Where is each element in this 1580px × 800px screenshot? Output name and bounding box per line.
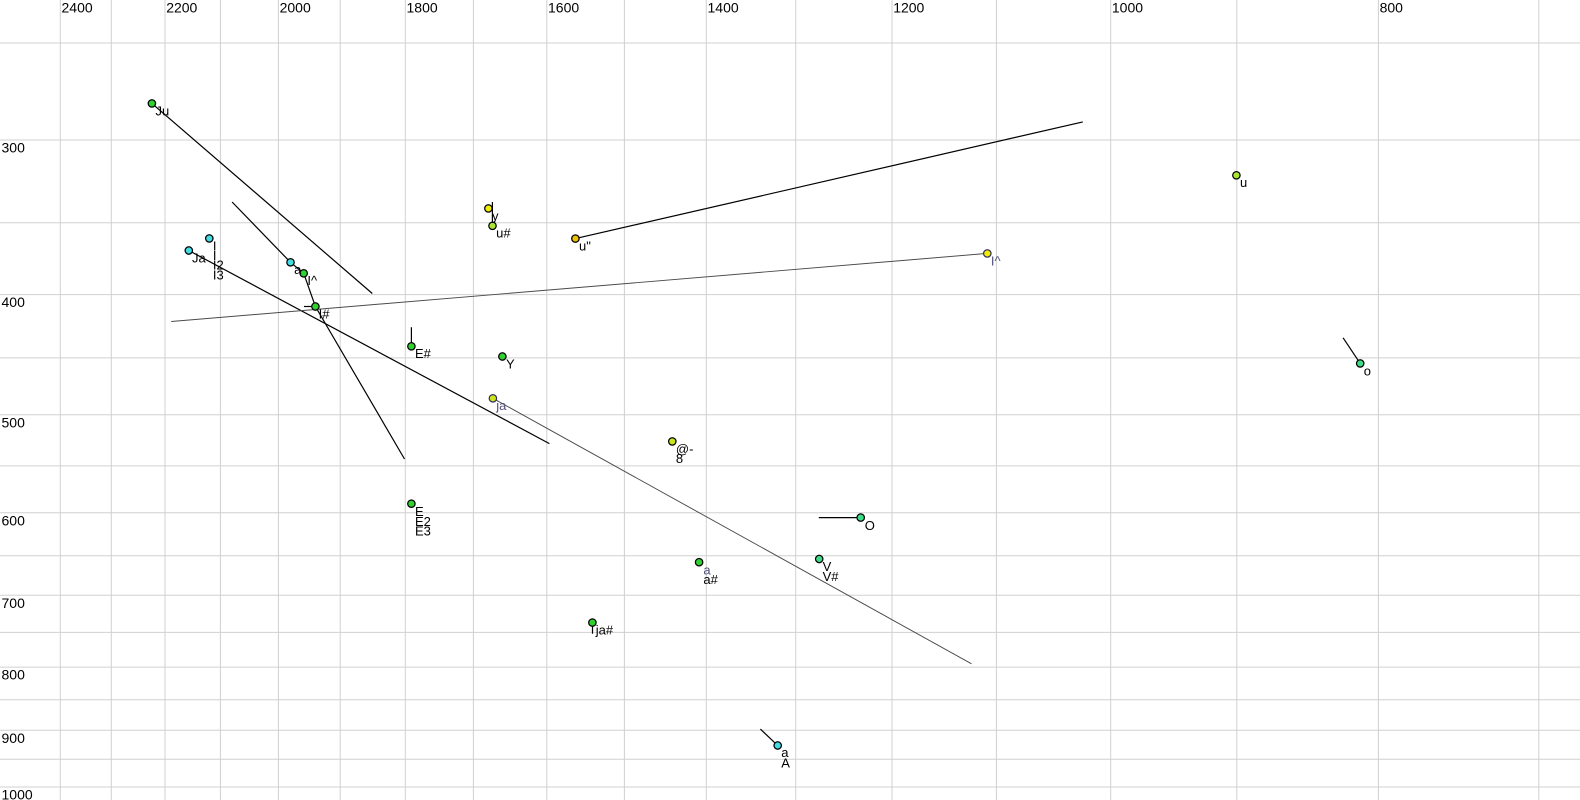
svg-text:a: a	[703, 562, 711, 577]
svg-text:I2: I2	[213, 258, 224, 273]
svg-text:1400: 1400	[708, 0, 739, 15]
svg-text:900: 900	[2, 730, 26, 746]
svg-text:1800: 1800	[407, 0, 438, 15]
svg-text:ja: ja	[495, 398, 507, 413]
svg-text:o: o	[1364, 363, 1371, 378]
svg-text:1000: 1000	[1112, 0, 1143, 15]
svg-text:Ju: Ju	[156, 103, 170, 118]
svg-text:I#: I#	[319, 306, 331, 321]
svg-text:I^: I^	[307, 273, 318, 288]
svg-text:2000: 2000	[280, 0, 311, 15]
svg-text:a: a	[294, 262, 302, 277]
svg-text:8: 8	[676, 451, 683, 466]
svg-text:400: 400	[2, 294, 26, 310]
svg-text:800: 800	[1380, 0, 1404, 15]
svg-text:u#: u#	[496, 226, 511, 241]
svg-text:E2: E2	[415, 514, 431, 529]
svg-text:2200: 2200	[166, 0, 197, 15]
svg-text:u": u"	[579, 239, 591, 254]
svg-text:a#: a#	[703, 572, 718, 587]
svg-text:1600: 1600	[548, 0, 579, 15]
svg-text:O: O	[865, 518, 875, 533]
svg-text:@-: @-	[676, 441, 694, 456]
svg-text:y: y	[492, 208, 499, 223]
svg-text:600: 600	[2, 512, 26, 528]
svg-text:V#: V#	[823, 569, 840, 584]
svg-text:I: I	[213, 238, 217, 253]
svg-text:u: u	[1240, 175, 1247, 190]
svg-text:A: A	[781, 755, 790, 770]
svg-text:2400: 2400	[62, 0, 93, 15]
svg-text:1000: 1000	[2, 787, 33, 800]
svg-text:1200: 1200	[893, 0, 924, 15]
svg-text:I: I	[213, 248, 217, 263]
svg-text:I^: I^	[991, 253, 1002, 268]
svg-text:300: 300	[2, 140, 26, 156]
svg-text:a: a	[781, 745, 789, 760]
svg-text:I3: I3	[213, 267, 224, 282]
svg-text:E#: E#	[415, 346, 432, 361]
svg-text:E3: E3	[415, 524, 431, 539]
svg-text:E: E	[415, 504, 424, 519]
svg-text:Y: Y	[506, 356, 515, 371]
svg-text:ja#: ja#	[595, 622, 614, 637]
svg-text:Ja: Ja	[192, 250, 207, 265]
svg-text:500: 500	[2, 414, 26, 430]
svg-text:700: 700	[2, 595, 26, 611]
svg-text:800: 800	[2, 667, 26, 683]
svg-text:V: V	[823, 559, 832, 574]
